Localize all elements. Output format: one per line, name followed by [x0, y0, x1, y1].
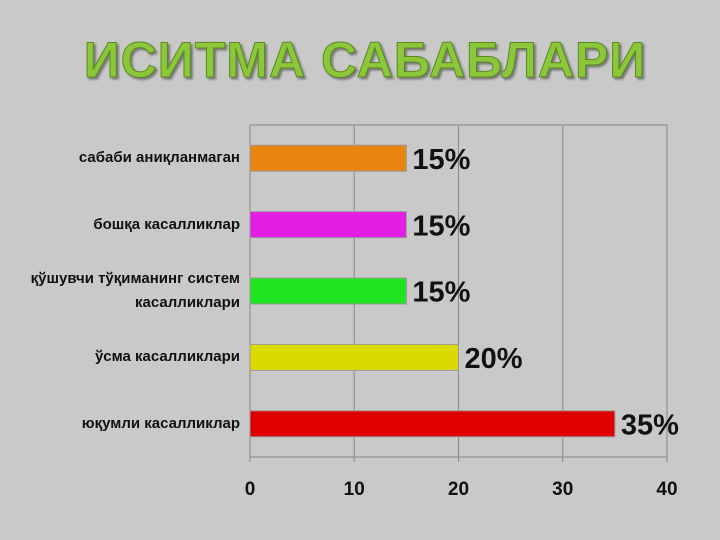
bar	[249, 343, 459, 371]
y-tick-label: сабаби аниқланмаган	[78, 149, 240, 167]
x-tick-label: 40	[656, 479, 677, 500]
x-tick-label: 20	[448, 479, 469, 500]
x-tick-label: 0	[245, 479, 256, 500]
bar	[249, 211, 407, 239]
bar	[249, 277, 407, 305]
value-label: 15%	[412, 144, 470, 176]
y-tick-label: ўсма касалликлари	[94, 348, 240, 366]
value-label: 35%	[621, 409, 679, 441]
y-tick-label: бошқа касалликлар	[93, 215, 240, 233]
value-label: 15%	[412, 277, 470, 309]
x-tick-label: 30	[552, 479, 573, 500]
y-tick-label: юқумли касалликлар	[81, 414, 240, 432]
chart-title: ИСИТМА САБАБЛАРИ	[84, 32, 646, 88]
value-label: 20%	[465, 343, 523, 375]
y-tick-label: қўшувчи тўқиманинг систем касалликлари	[30, 270, 240, 311]
value-label: 15%	[412, 210, 470, 242]
bar	[249, 410, 616, 438]
bar	[249, 144, 407, 172]
x-tick-label: 10	[344, 479, 365, 500]
